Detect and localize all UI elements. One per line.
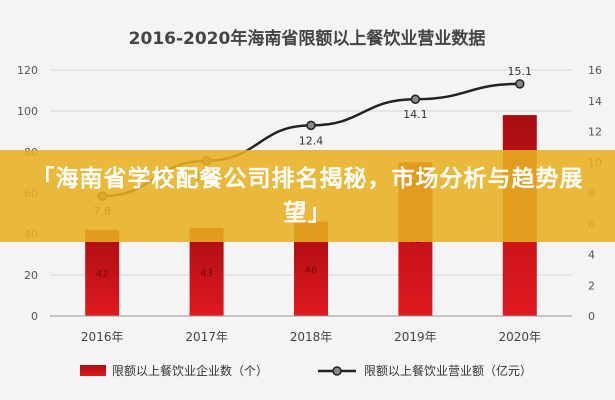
y-left-tick-label: 0 xyxy=(31,310,38,323)
line-point xyxy=(515,79,525,89)
y-right-tick-label: 14 xyxy=(588,95,602,108)
bar xyxy=(85,229,120,316)
legend-bar-swatch xyxy=(80,365,106,376)
headline-banner: 「海南省学校配餐公司排名揭秘，市场分析与趋势展望」 xyxy=(0,150,615,242)
y-left-tick-label: 20 xyxy=(24,269,38,282)
x-tick-label: 2019年 xyxy=(394,330,437,344)
legend-bar-label: 限额以上餐饮业企业数（个） xyxy=(112,363,268,378)
y-right-tick-label: 16 xyxy=(588,64,602,77)
y-left-tick-label: 120 xyxy=(17,64,38,77)
legend-line-marker xyxy=(332,366,342,376)
y-right-tick-label: 2 xyxy=(588,279,595,292)
line-value-label: 12.4 xyxy=(299,134,324,147)
bar-value-label: 43 xyxy=(200,268,213,279)
y-right-tick-label: 0 xyxy=(588,310,595,323)
x-tick-label: 2016年 xyxy=(81,330,124,344)
line-value-label: 14.1 xyxy=(403,108,428,121)
line-point xyxy=(306,120,316,131)
x-tick-label: 2017年 xyxy=(185,330,228,344)
bar xyxy=(189,227,224,316)
x-tick-label: 2020年 xyxy=(499,330,542,344)
y-left-tick-label: 100 xyxy=(17,105,38,118)
line-point xyxy=(410,94,421,104)
legend-line-label: 限额以上餐饮业营业额（亿元） xyxy=(364,363,532,378)
y-right-tick-label: 4 xyxy=(588,249,595,262)
y-right-tick-label: 12 xyxy=(588,126,602,139)
x-tick-label: 2018年 xyxy=(290,330,333,344)
bar-value-label: 42 xyxy=(96,269,109,280)
line-value-label: 15.1 xyxy=(508,65,533,78)
chart-title: 2016-2020年海南省限额以上餐饮业营业数据 xyxy=(129,28,486,49)
bar-value-label: 46 xyxy=(305,265,318,276)
headline-text: 「海南省学校配餐公司排名揭秘，市场分析与趋势展望」 xyxy=(31,166,584,226)
